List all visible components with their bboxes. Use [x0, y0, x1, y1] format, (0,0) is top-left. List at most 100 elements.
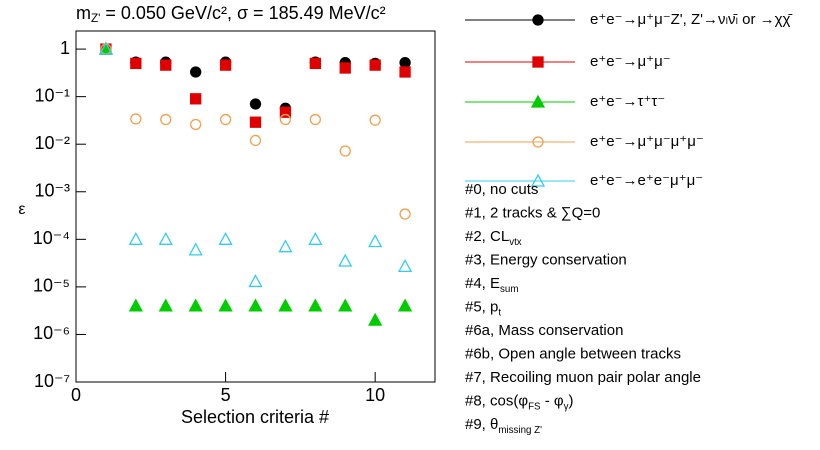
data-point — [399, 66, 411, 78]
cut-description-part: vtx — [509, 237, 522, 248]
cut-description: #2, CLvtx — [465, 228, 522, 248]
legend-label: e⁺e⁻→μ⁺μ⁻Z', Z'→νₗν̄ₗ or →χχ̄ — [590, 11, 792, 28]
cut-description-part: - φ — [541, 392, 564, 409]
data-point — [158, 231, 173, 245]
cut-description-part: #2, CL — [465, 228, 509, 245]
cut-description-part: #0, no cuts — [465, 181, 538, 198]
data-point — [278, 298, 293, 312]
y-tick-label: 10⁻⁶ — [33, 323, 70, 343]
cut-description: #0, no cuts — [465, 181, 538, 198]
cut-description-part: missing Z' — [498, 425, 542, 436]
data-point — [397, 298, 413, 312]
cut-description-part: #9, θ — [465, 416, 498, 433]
data-point — [397, 259, 413, 273]
data-point — [278, 239, 293, 253]
data-point — [98, 41, 114, 55]
data-point — [339, 145, 351, 157]
legend-marker — [532, 136, 544, 148]
data-point — [308, 298, 323, 312]
data-point — [309, 57, 321, 70]
legend-marker — [532, 14, 544, 26]
chart-title-part: = 0.050 GeV/c², σ = 185.49 MeV/c² — [100, 3, 385, 23]
cut-description: #5, pt — [465, 298, 501, 318]
data-point — [160, 59, 172, 71]
y-tick-label: 10⁻⁵ — [33, 276, 70, 296]
data-point — [249, 116, 262, 128]
data-point — [249, 134, 262, 147]
cut-description: #8, cos(φFS - φγ) — [465, 392, 574, 412]
cut-description-part: #6a, Mass conservation — [465, 322, 623, 339]
data-point — [128, 231, 143, 245]
legend-label: e⁺e⁻→μ⁺μ⁻ — [590, 53, 671, 70]
data-point — [188, 298, 203, 312]
legend-label: e⁺e⁻→τ⁺τ⁻ — [590, 93, 665, 110]
plot-frame — [75, 30, 436, 383]
data-point — [339, 62, 351, 74]
series — [100, 43, 411, 220]
cut-description: #6a, Mass conservation — [465, 322, 623, 339]
legend-label: e⁺e⁻→e⁺e⁻μ⁺μ⁻ — [590, 172, 703, 189]
data-point — [128, 298, 143, 312]
data-point — [279, 106, 292, 118]
chart-title: mZ' = 0.050 GeV/c², σ = 185.49 MeV/c² — [76, 3, 386, 25]
data-point — [218, 231, 233, 245]
cut-description-part: #5, p — [465, 298, 498, 315]
legend-marker — [530, 94, 546, 108]
data-point — [190, 118, 202, 131]
data-point — [368, 312, 383, 326]
data-point — [308, 231, 323, 245]
y-tick-label: 10⁻³ — [34, 181, 70, 201]
cut-description-part: sum — [500, 284, 518, 295]
cut-description-part: #8, cos(φ — [465, 392, 528, 409]
chart-title-part: Z' — [91, 12, 100, 25]
series — [100, 43, 411, 128]
cut-description-part: #6b, Open angle between tracks — [465, 345, 681, 362]
cut-description: #9, θmissing Z' — [465, 416, 542, 436]
cut-description: #4, Esum — [465, 275, 518, 295]
cut-description: #1, 2 tracks & ∑Q=0 — [465, 204, 600, 221]
chart-title-part: m — [76, 3, 91, 23]
cut-description-part: t — [498, 307, 501, 318]
legend-marker — [530, 173, 546, 187]
cut-description-part: #7, Recoiling muon pair polar angle — [465, 369, 701, 386]
data-point — [130, 57, 142, 70]
data-point — [160, 113, 172, 126]
data-point — [188, 242, 203, 256]
x-tick-label: 0 — [71, 385, 81, 405]
data-point — [248, 274, 263, 288]
cut-description: #3, Energy conservation — [465, 251, 627, 268]
data-point — [369, 114, 381, 126]
data-point — [338, 253, 353, 267]
data-point — [219, 59, 232, 71]
y-tick-label: 10⁻⁴ — [33, 228, 70, 248]
series — [98, 41, 413, 288]
y-tick-label: 10⁻⁷ — [34, 371, 70, 391]
data-point — [249, 98, 262, 110]
data-point — [279, 113, 292, 126]
cut-description: #6b, Open angle between tracks — [465, 345, 681, 362]
y-tick-label: 10⁻² — [34, 133, 70, 153]
data-point — [219, 113, 232, 126]
data-point — [218, 298, 233, 312]
x-axis-label: Selection criteria # — [181, 407, 329, 427]
legend-label: e⁺e⁻→μ⁺μ⁻μ⁺μ⁻ — [590, 133, 704, 150]
data-point — [368, 234, 383, 248]
y-axis-label: ε — [18, 201, 25, 218]
cut-description: #7, Recoiling muon pair polar angle — [465, 369, 701, 386]
data-point — [309, 113, 321, 126]
data-point — [190, 66, 202, 78]
data-point — [338, 298, 353, 312]
cut-description-part: γ — [564, 401, 569, 412]
data-point — [399, 208, 411, 220]
cut-description-part: FS — [528, 401, 541, 412]
series — [98, 41, 413, 326]
data-point — [369, 59, 381, 71]
y-tick-label: 10⁻¹ — [34, 85, 70, 105]
data-point — [399, 56, 411, 69]
cut-description-part: #3, Energy conservation — [465, 251, 627, 268]
data-point — [248, 298, 263, 312]
x-tick-label: 5 — [221, 385, 231, 405]
y-tick-label: 1 — [60, 38, 70, 58]
data-point — [158, 298, 173, 312]
